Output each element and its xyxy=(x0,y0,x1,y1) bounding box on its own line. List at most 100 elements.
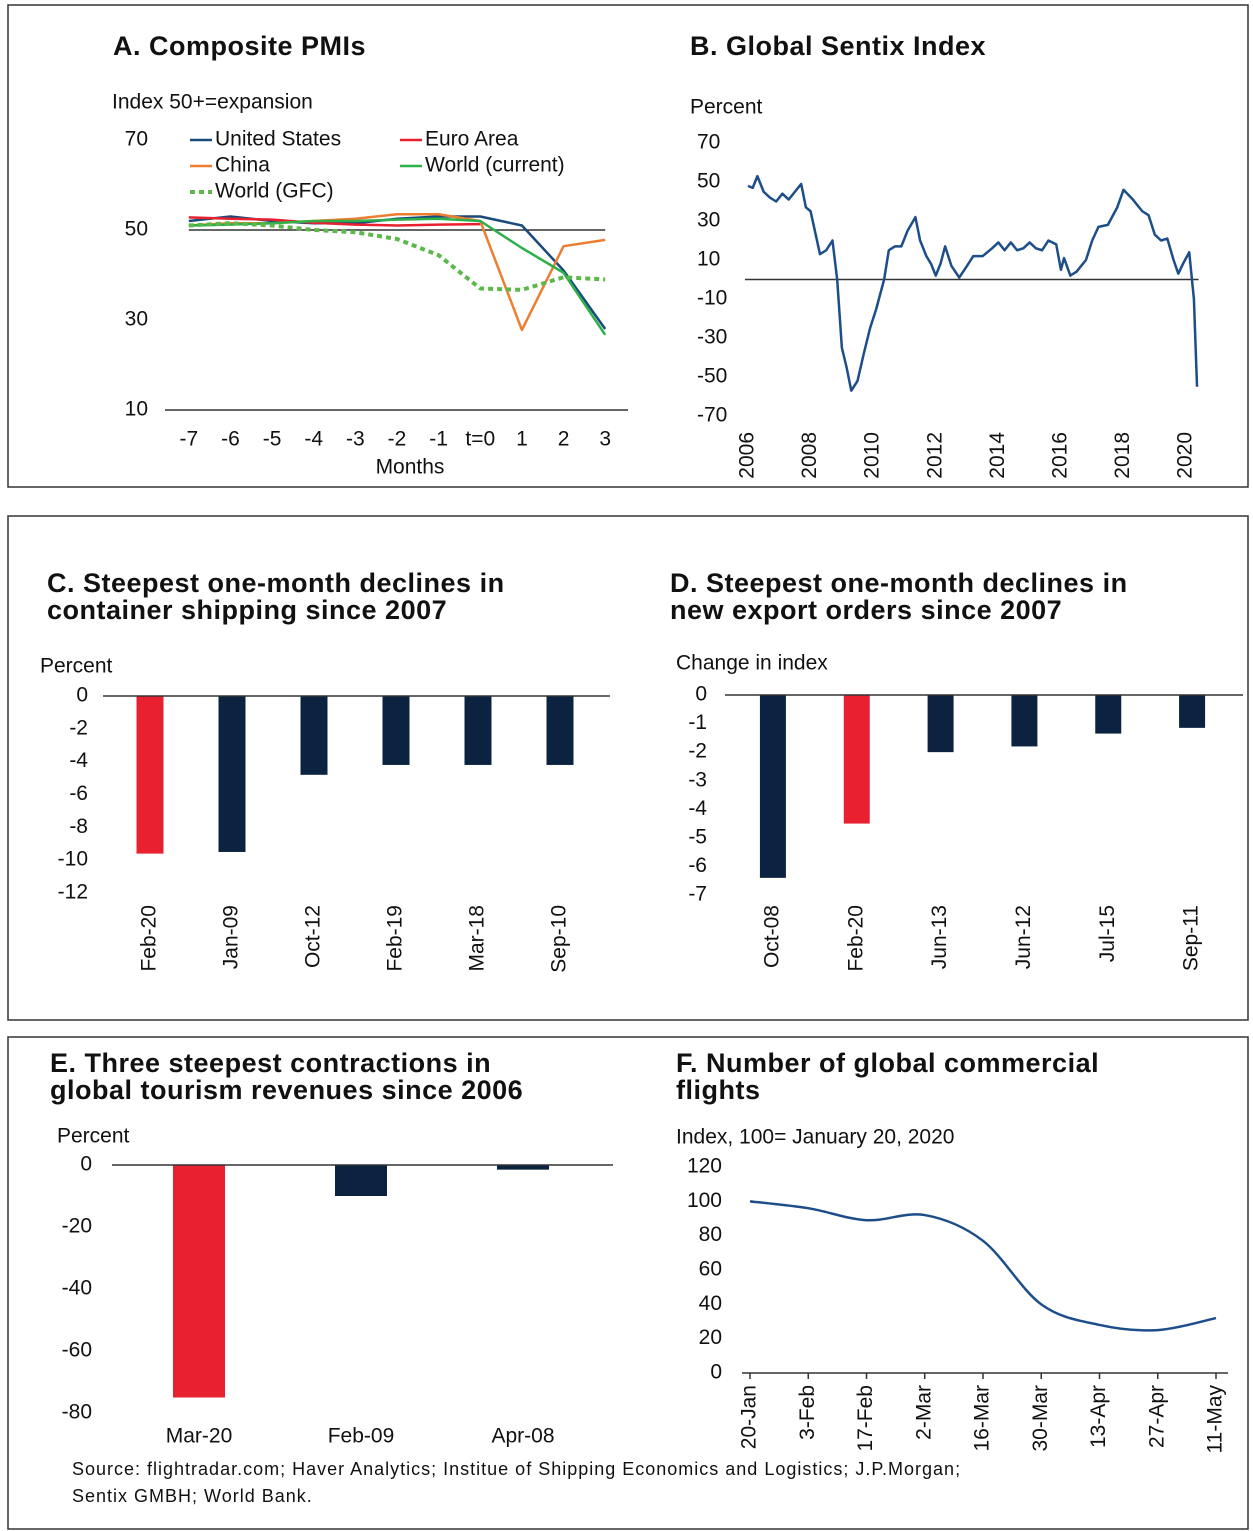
chart-title: container shipping since 2007 xyxy=(47,595,447,625)
y-tick-label: 120 xyxy=(687,1155,722,1178)
y-tick-label: -10 xyxy=(58,848,88,871)
bar xyxy=(464,696,492,765)
chart-title: A. Composite PMIs xyxy=(113,31,366,61)
y-tick-label: 0 xyxy=(76,684,88,707)
line xyxy=(747,174,1199,392)
x-tick-label: Sep-11 xyxy=(1180,905,1203,971)
panel-box xyxy=(7,4,1249,488)
y-tick-label: -40 xyxy=(62,1277,92,1300)
y-tick-label: -70 xyxy=(697,404,727,427)
y-tick-label: 70 xyxy=(697,131,720,154)
y-axis-label: Percent xyxy=(57,1125,130,1148)
y-tick-label: -10 xyxy=(697,287,727,310)
x-tick-label: Apr-08 xyxy=(491,1425,554,1448)
y-tick-label: 50 xyxy=(697,170,720,193)
bar xyxy=(173,1165,225,1398)
y-tick-label: -6 xyxy=(69,782,88,805)
x-tick-label: 20-Jan xyxy=(738,1385,761,1449)
bar xyxy=(218,696,246,852)
x-tick-label: t=0 xyxy=(465,428,495,451)
x-tick-label: -1 xyxy=(429,428,448,451)
x-tick-label: 2006 xyxy=(736,432,759,479)
bar xyxy=(300,696,328,775)
y-tick-label: -6 xyxy=(688,854,707,877)
x-tick-label: -7 xyxy=(179,428,198,451)
y-tick-label: 60 xyxy=(699,1258,722,1281)
legend-label: China xyxy=(215,154,270,177)
y-tick-label: 50 xyxy=(125,218,148,241)
bar xyxy=(843,695,870,824)
legend-label: World (current) xyxy=(425,154,565,177)
x-tick-label: -2 xyxy=(388,428,407,451)
x-tick-label: -4 xyxy=(304,428,323,451)
x-tick-label: 13-Apr xyxy=(1087,1385,1110,1448)
x-tick-label: 2016 xyxy=(1048,432,1071,479)
source-note: Sentix GMBH; World Bank. xyxy=(72,1486,313,1506)
chart-title: flights xyxy=(676,1075,761,1105)
y-tick-label: 100 xyxy=(687,1189,722,1212)
x-tick-label: 27-Apr xyxy=(1145,1385,1168,1448)
bar xyxy=(1011,695,1038,747)
line xyxy=(749,1200,1217,1332)
y-tick-label: -30 xyxy=(697,326,727,349)
x-tick-label: 3-Feb xyxy=(796,1385,819,1440)
y-tick-label: -2 xyxy=(688,740,707,763)
x-tick-label: Feb-09 xyxy=(328,1425,395,1448)
chart-title: B. Global Sentix Index xyxy=(690,31,986,61)
bar xyxy=(497,1165,549,1170)
bar xyxy=(1095,695,1122,734)
source-note: Source: flightradar.com; Haver Analytics… xyxy=(72,1459,961,1479)
x-tick-label: 16-Mar xyxy=(971,1385,994,1452)
x-tick-label: -5 xyxy=(263,428,282,451)
x-tick-label: Feb-20 xyxy=(844,905,867,972)
y-tick-label: -2 xyxy=(69,716,88,739)
bar xyxy=(382,696,410,765)
chart-title: E. Three steepest contractions in xyxy=(50,1048,491,1078)
x-tick-label: 2012 xyxy=(923,432,946,479)
line xyxy=(188,216,481,227)
y-tick-label: 10 xyxy=(125,398,148,421)
y-tick-label: -5 xyxy=(688,825,707,848)
x-tick-label: Mar-18 xyxy=(466,905,489,972)
bar xyxy=(927,695,954,753)
y-tick-label: -1 xyxy=(688,711,707,734)
y-tick-label: 30 xyxy=(697,209,720,232)
x-tick-label: Jul-15 xyxy=(1096,905,1119,962)
x-tick-label: Oct-12 xyxy=(302,905,325,968)
x-tick-label: Oct-08 xyxy=(760,905,783,968)
x-tick-label: Jun-13 xyxy=(928,905,951,969)
chart-title: D. Steepest one-month declines in xyxy=(670,568,1128,598)
x-tick-label: 2020 xyxy=(1174,432,1197,479)
x-tick-label: Jun-12 xyxy=(1012,905,1035,969)
x-tick-label: -6 xyxy=(221,428,240,451)
chart-title: global tourism revenues since 2006 xyxy=(50,1075,523,1105)
x-tick-label: Feb-20 xyxy=(138,905,161,972)
y-axis-label: Change in index xyxy=(676,652,828,675)
y-tick-label: -50 xyxy=(697,365,727,388)
x-tick-label: 2-Mar xyxy=(912,1385,935,1440)
panel-box xyxy=(7,1036,1249,1530)
x-tick-label: 2014 xyxy=(986,432,1009,479)
bar xyxy=(1179,695,1206,728)
bar xyxy=(335,1165,387,1196)
x-tick-label: Feb-19 xyxy=(384,905,407,972)
y-tick-label: 0 xyxy=(695,683,707,706)
x-tick-label: 2018 xyxy=(1111,432,1134,479)
line xyxy=(188,221,606,292)
y-tick-label: -3 xyxy=(688,768,707,791)
x-tick-label: 1 xyxy=(516,428,528,451)
y-tick-label: 30 xyxy=(125,308,148,331)
y-tick-label: -4 xyxy=(688,797,707,820)
y-tick-label: 80 xyxy=(699,1223,722,1246)
x-tick-label: -3 xyxy=(346,428,365,451)
y-tick-label: -80 xyxy=(62,1401,92,1424)
x-tick-label: Sep-10 xyxy=(548,905,571,973)
legend-label: Euro Area xyxy=(425,128,519,151)
y-tick-label: -12 xyxy=(58,881,88,904)
bar xyxy=(759,695,786,878)
x-tick-label: 30-Mar xyxy=(1029,1385,1052,1452)
y-axis-label: Percent xyxy=(40,655,113,678)
chart-title: F. Number of global commercial xyxy=(676,1048,1099,1078)
x-tick-label: Mar-20 xyxy=(166,1425,233,1448)
panel-box xyxy=(7,515,1249,1021)
